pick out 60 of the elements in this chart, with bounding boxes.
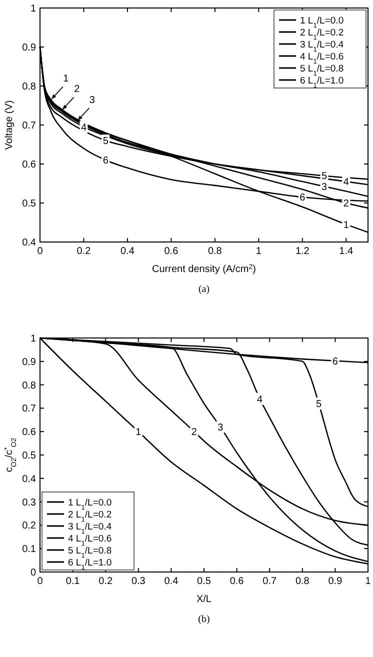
y-tick-label: 1 [30,4,36,14]
text: (b) [198,614,210,625]
x-tick-label: 0.1 [66,576,80,587]
annotation: 5 [321,171,328,182]
y-axis-title: Voltage (V) [4,100,15,150]
x-tick-label: 0.6 [164,246,179,257]
x-tick-label: 0.4 [120,246,135,257]
legend-label: 3 L$_{1}$/L=0.4 [300,40,344,53]
y-tick-label: 0.4 [22,238,36,248]
annotation: 1 [63,74,70,85]
legend-label: 5 L$_{1}$/L=0.8 [300,64,344,77]
x-tick-label: 0.8 [295,576,310,587]
y-tick-label: 0.8 [22,82,36,92]
y-tick-label: 0.5 [22,198,36,210]
x-axis-title: Current density (A/cm$^{2}$) [152,264,256,275]
y-tick-label: 0.2 [22,520,36,532]
x-tick-label: 0.2 [98,576,113,587]
x-tick-label: 0.5 [197,576,212,587]
x-tick-label: 0.4 [164,576,179,587]
x-tick-label: 1.4 [339,246,354,257]
y-tick-label: 0.6 [22,160,36,170]
y-tick-label: 0 [30,568,36,578]
legend-label: 4 L$_{1}$/L=0.6 [300,52,344,65]
legend-label: 1 L$_{1}$/L=0.0 [68,498,112,511]
y-tick-label: 0.6 [22,427,36,438]
legend-label: 3 L$_{1}$/L=0.4 [68,522,112,535]
x-tick-label: 0 [37,246,44,257]
legend-label: 6 L$_{1}$/L=1.0 [68,558,112,571]
y-tick-label: 0.9 [22,42,36,54]
y-tick-label: 0.1 [22,544,36,556]
legend-label: 1 L$_{1}$/L=0.0 [300,16,344,29]
annotation: 2 [74,84,80,96]
x-tick-label: 0.9 [328,576,343,587]
x-axis-title: X/L [196,594,212,605]
legend-label: 2 L$_{1}$/L=0.2 [68,510,112,523]
x-tick-label: 0.3 [131,576,146,587]
x-tick-label: 0 [37,576,44,587]
legend-label: 6 L$_{1}$/L=1.0 [300,76,344,89]
legend-label: 2 L$_{1}$/L=0.2 [300,28,344,41]
y-tick-label: 0.5 [22,450,36,462]
y-tick-label: 0.7 [22,120,36,132]
annotation: 3 [321,182,328,193]
x-tick-label: 0.7 [262,576,277,587]
x-tick-label: 0.6 [230,576,244,587]
y-tick-label: 0.4 [22,474,36,485]
x-tick-label: 1 [365,576,372,587]
annotation: 3 [89,95,96,106]
x-tick-label: 0.2 [76,246,92,257]
x-tick-label: 1 [256,246,262,257]
annotation: 6 [332,356,338,368]
text: (a) [198,284,210,295]
y-tick-label: 1 [30,334,36,344]
x-tick-label: 0.8 [208,246,222,257]
legend-label: 4 L$_{1}$/L=0.6 [68,534,112,547]
y-tick-label: 0.7 [22,404,36,415]
y-tick-label: 0.9 [22,356,36,368]
y-tick-label: 0.3 [22,497,36,508]
y-tick-label: 0.8 [22,380,36,392]
x-tick-label: 1.2 [295,246,310,257]
legend-label: 5 L$_{1}$/L=0.8 [68,546,112,559]
